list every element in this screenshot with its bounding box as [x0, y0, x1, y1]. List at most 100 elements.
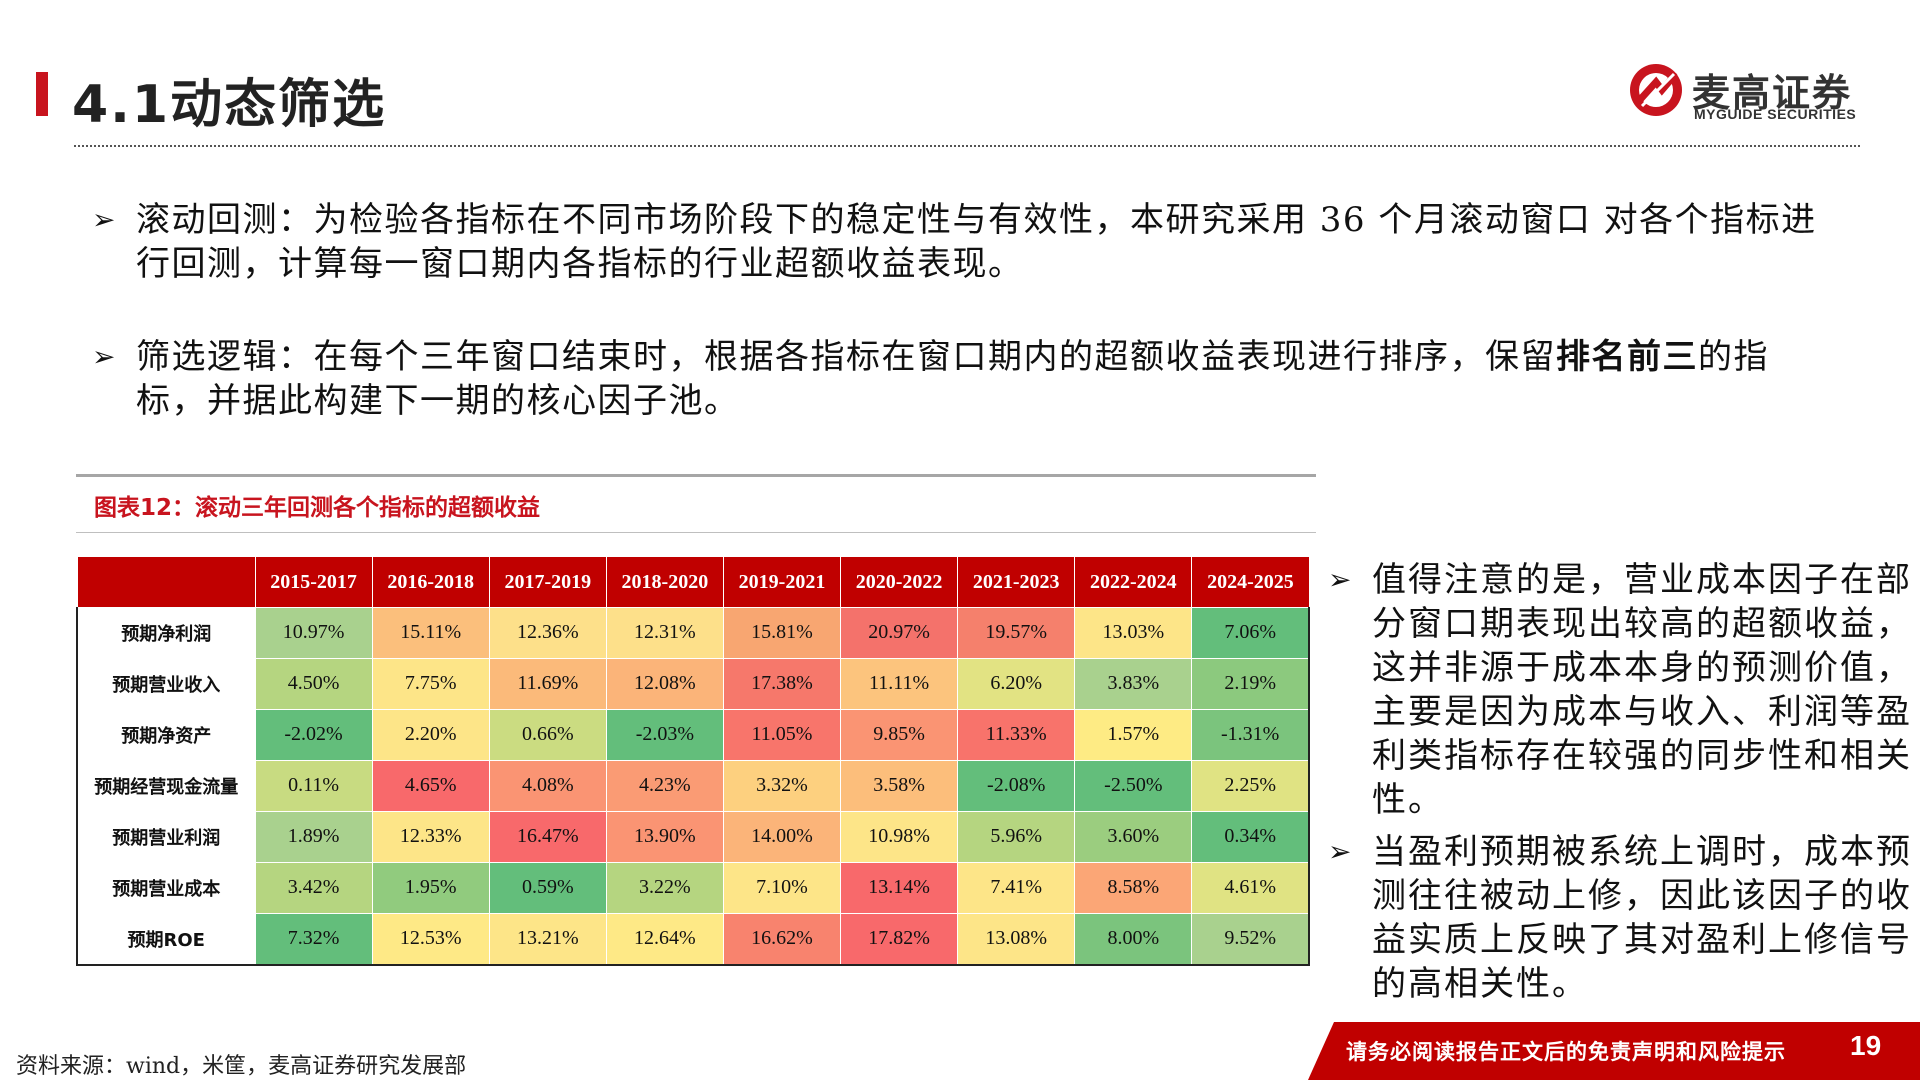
return-cell: 3.60% — [1074, 810, 1193, 863]
return-cell: 0.34% — [1191, 810, 1311, 863]
bullet-text-emphasis: 排名前三 — [1556, 337, 1698, 377]
page-number: 19 — [1850, 1030, 1882, 1061]
return-cell: 2.25% — [1191, 759, 1311, 812]
return-cell: 8.00% — [1074, 912, 1193, 966]
return-cell: 10.98% — [840, 810, 959, 863]
return-cell: 7.10% — [722, 861, 842, 914]
table-corner-cell — [76, 556, 256, 608]
return-cell: 7.06% — [1191, 607, 1311, 659]
row-header: 预期净利润 — [76, 607, 256, 659]
return-cell: 2.19% — [1191, 657, 1311, 710]
return-cell: 12.64% — [605, 912, 724, 966]
return-cell: 3.22% — [605, 861, 724, 914]
return-cell: 13.03% — [1074, 607, 1193, 659]
return-cell: 11.69% — [488, 657, 607, 710]
column-header: 2016-2018 — [371, 556, 490, 608]
return-cell: 12.31% — [605, 607, 724, 659]
myguide-logo-icon — [1630, 64, 1682, 116]
return-cell: 9.52% — [1191, 912, 1311, 966]
side-note-text: 当盈利预期被系统上调时，成本预测往往被动上修，因此该因子的收益实质上反映了其对盈… — [1372, 832, 1912, 1004]
return-cell: 3.83% — [1074, 657, 1193, 710]
return-cell: 13.21% — [488, 912, 607, 966]
row-header: 预期营业收入 — [76, 657, 256, 710]
return-cell: 12.08% — [605, 657, 724, 710]
return-cell: 13.08% — [957, 912, 1076, 966]
return-cell: 13.14% — [840, 861, 959, 914]
column-header: 2018-2020 — [605, 556, 724, 608]
return-cell: -2.08% — [957, 759, 1076, 812]
arrow-bullet-icon: ➢ — [92, 340, 116, 373]
header-divider — [74, 145, 1860, 147]
disclaimer-notice: 请务必阅读报告正文后的免责声明和风险提示 — [1346, 1040, 1786, 1064]
table-caption-rule — [76, 532, 1316, 533]
logo-english-name: MYGUIDE SECURITIES — [1694, 106, 1857, 122]
bullet-rolling-backtest: ➢ 滚动回测：为检验各指标在不同市场阶段下的稳定性与有效性，本研究采用 36 个… — [92, 198, 1832, 288]
return-cell: 11.33% — [957, 708, 1076, 761]
return-cell: 6.20% — [957, 657, 1076, 710]
arrow-bullet-icon: ➢ — [1328, 835, 1352, 868]
column-header: 2022-2024 — [1074, 556, 1193, 608]
return-cell: 4.65% — [371, 759, 490, 812]
return-cell: 3.58% — [840, 759, 959, 812]
return-cell: -1.31% — [1191, 708, 1311, 761]
return-cell: 19.57% — [957, 607, 1076, 659]
arrow-bullet-icon: ➢ — [92, 203, 116, 236]
return-cell: 7.32% — [254, 912, 373, 966]
return-cell: 7.41% — [957, 861, 1076, 914]
table-caption: 图表12：滚动三年回测各个指标的超额收益 — [94, 495, 541, 521]
return-cell: -2.03% — [605, 708, 724, 761]
row-header: 预期ROE — [76, 912, 256, 966]
excess-return-table: 2015-2017 2016-2018 2017-2019 2018-2020 2019… — [76, 556, 1311, 966]
return-cell: 4.61% — [1191, 861, 1311, 914]
return-cell: 17.82% — [840, 912, 959, 966]
table-row: 预期营业成本 3.42% 1.95% 0.59% 3.22% 7.10% 13.14% 7.4… — [76, 861, 1311, 914]
column-header: 2024-2025 — [1191, 556, 1310, 608]
arrow-bullet-icon: ➢ — [1328, 563, 1352, 596]
return-cell: 0.11% — [254, 759, 373, 812]
return-cell: 13.90% — [605, 810, 724, 863]
return-cell: 16.47% — [488, 810, 607, 863]
return-cell: 0.66% — [488, 708, 607, 761]
bullet-selection-logic: ➢ 筛选逻辑：在每个三年窗口结束时，根据各指标在窗口期内的超额收益表现进行排序，… — [92, 335, 1832, 425]
return-cell: 8.58% — [1074, 861, 1193, 914]
column-header: 2015-2017 — [254, 556, 373, 608]
bullet-text-before: 筛选逻辑：在每个三年窗口结束时，根据各指标在窗口期内的超额收益表现进行排序，保留 — [136, 337, 1556, 377]
return-cell: 15.11% — [371, 607, 490, 659]
table-row: 预期ROE 7.32% 12.53% 13.21% 12.64% 16.62% 17.82%… — [76, 912, 1311, 966]
return-cell: 3.32% — [722, 759, 842, 812]
bullet-text-after: 的指标，并据此构建下一期的核心因子池。 — [136, 337, 1769, 421]
return-cell: 12.33% — [371, 810, 490, 863]
return-cell: 2.20% — [371, 708, 490, 761]
bullet-text: 滚动回测：为检验各指标在不同市场阶段下的稳定性与有效性，本研究采用 36 个月滚… — [136, 200, 1817, 284]
column-header: 2019-2021 — [722, 556, 842, 608]
column-header: 2021-2023 — [957, 556, 1076, 608]
company-logo: 麦高证券 MYGUIDE SECURITIES — [1628, 62, 1860, 124]
return-cell: -2.50% — [1074, 759, 1193, 812]
return-cell: 1.89% — [254, 810, 373, 863]
row-header: 预期营业成本 — [76, 861, 256, 914]
return-cell: 17.38% — [722, 657, 842, 710]
return-cell: 4.08% — [488, 759, 607, 812]
side-note-earnings-revision: ➢ 当盈利预期被系统上调时，成本预测往往被动上修，因此该因子的收益实质上反映了其… — [1328, 830, 1910, 1010]
data-source-note: 资料来源：wind，米筐，麦高证券研究发展部 — [16, 1054, 467, 1079]
table-row: 预期经营现金流量 0.11% 4.65% 4.08% 4.23% 3.32% 3.58% -2… — [76, 759, 1311, 812]
table-row: 预期净资产 -2.02% 2.20% 0.66% -2.03% 11.05% 9.85% 11… — [76, 708, 1311, 761]
return-cell: 12.36% — [488, 607, 607, 659]
row-header: 预期营业利润 — [76, 810, 256, 863]
return-cell: 11.11% — [840, 657, 959, 710]
table-row: 预期净利润 10.97% 15.11% 12.36% 12.31% 15.81% 20.97… — [76, 607, 1311, 659]
return-cell: 7.75% — [371, 657, 490, 710]
table-row: 预期营业收入 4.50% 7.75% 11.69% 12.08% 17.38% 11.11%… — [76, 657, 1311, 710]
return-cell: 12.53% — [371, 912, 490, 966]
title-accent-bar — [36, 72, 48, 116]
return-cell: 0.59% — [488, 861, 607, 914]
table-header-row: 2015-2017 2016-2018 2017-2019 2018-2020 2019… — [76, 556, 1310, 608]
footer-band — [1308, 1022, 1920, 1080]
row-header: 预期净资产 — [76, 708, 256, 761]
return-cell: 11.05% — [722, 708, 842, 761]
return-cell: 16.62% — [722, 912, 842, 966]
table-row: 预期营业利润 1.89% 12.33% 16.47% 13.90% 14.00% 10.98… — [76, 810, 1311, 863]
return-cell: 20.97% — [840, 607, 959, 659]
column-header: 2017-2019 — [488, 556, 607, 608]
side-note-operating-cost: ➢ 值得注意的是，营业成本因子在部分窗口期表现出较高的超额收益，这并非源于成本本… — [1328, 558, 1910, 822]
